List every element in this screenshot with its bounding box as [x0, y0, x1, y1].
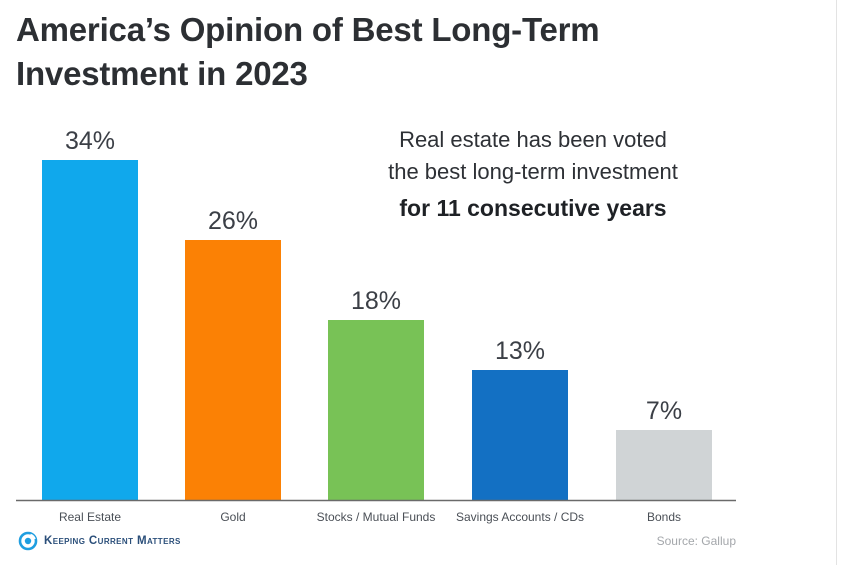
brand-logo: Keeping Current Matters — [18, 531, 181, 551]
annotation-line-1: Real estate has been voted — [399, 127, 667, 152]
chart-annotation: Real estate has been voted the best long… — [338, 124, 728, 228]
right-edge-divider — [836, 0, 837, 565]
brand-name: Keeping Current Matters — [44, 535, 181, 547]
bar-gold — [185, 240, 281, 500]
bar-real-estate — [42, 160, 138, 500]
bar-savings — [472, 370, 568, 500]
source-note: Source: Gallup — [656, 534, 736, 548]
chart-title-line-2: Investment in 2023 — [16, 55, 308, 92]
chart-title: America’s Opinion of Best Long-Term Inve… — [16, 8, 816, 96]
bar-bonds — [616, 430, 712, 500]
category-label-bonds: Bonds — [647, 510, 681, 524]
value-label-bonds: 7% — [646, 397, 682, 425]
bar-stocks — [328, 320, 424, 500]
category-label-gold: Gold — [220, 510, 245, 524]
category-label-real-estate: Real Estate — [59, 510, 121, 524]
value-label-stocks: 18% — [351, 287, 401, 315]
value-label-gold: 26% — [208, 207, 258, 235]
value-label-real-estate: 34% — [65, 127, 115, 155]
value-label-savings: 13% — [495, 337, 545, 365]
category-label-stocks: Stocks / Mutual Funds — [317, 510, 436, 524]
category-label-savings: Savings Accounts / CDs — [456, 510, 584, 524]
annotation-line-2: the best long-term investment — [388, 159, 678, 184]
chart-title-line-1: America’s Opinion of Best Long-Term — [16, 11, 600, 48]
kcm-logo-icon — [18, 531, 38, 551]
annotation-emphasis: for 11 consecutive years — [399, 195, 667, 221]
